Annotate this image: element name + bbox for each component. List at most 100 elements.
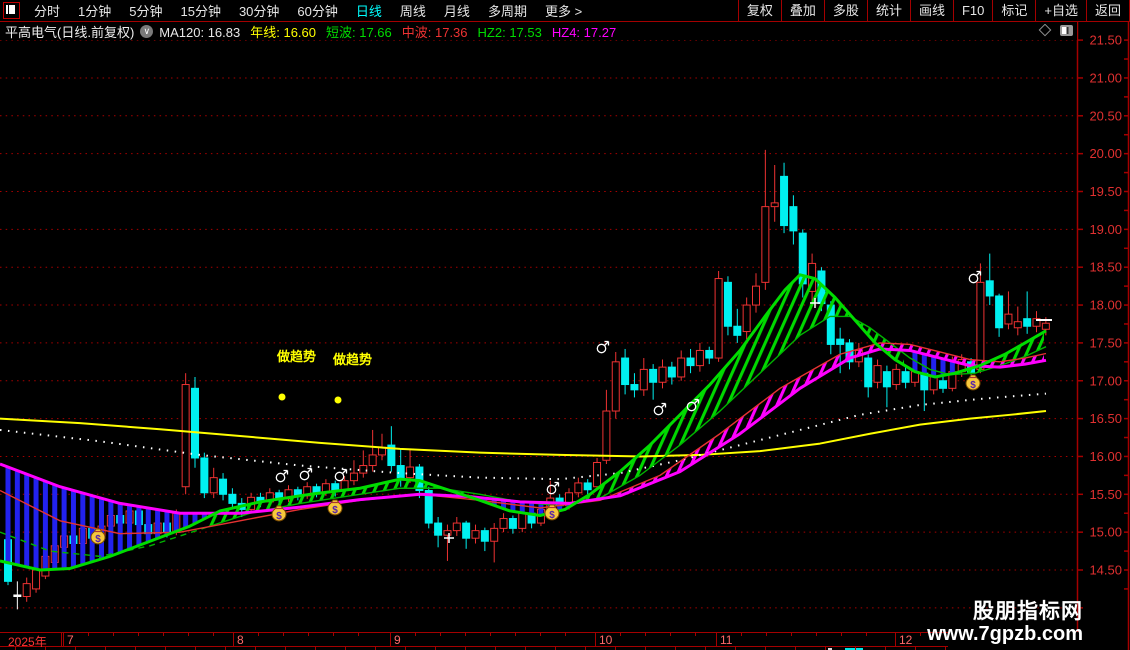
week-tick [163, 633, 164, 636]
signal-marker-icon [546, 481, 560, 495]
money-bag-icon: $ [965, 374, 981, 391]
svg-text:21.00: 21.00 [1089, 70, 1122, 85]
menu-item-30分钟[interactable]: 30分钟 [238, 4, 280, 19]
stock-title: 平高电气(日线.前复权) [5, 24, 135, 40]
month-label-9: 9 [394, 633, 401, 647]
signal-marker-icon [334, 468, 348, 482]
trend-label: 做趋势 [332, 352, 372, 367]
panel2-tick [825, 647, 826, 650]
signal-marker-icon [968, 270, 982, 284]
window-split-icon[interactable] [3, 2, 20, 19]
svg-text:21.50: 21.50 [1089, 33, 1122, 48]
panel2-tick [465, 647, 466, 650]
menu-item-周线[interactable]: 周线 [399, 4, 426, 19]
signal-marker-icon [653, 402, 667, 416]
chevron-down-icon[interactable]: ∨ [140, 24, 154, 38]
indicator-lines [0, 273, 1047, 572]
menu-item-多股[interactable]: 多股 [823, 0, 867, 21]
menu-item-叠加[interactable]: 叠加 [780, 0, 824, 21]
date-axis: 2025年 7 8 9 10 11 12 [0, 632, 948, 649]
menu-item-月线[interactable]: 月线 [443, 4, 470, 19]
panel2-tick [585, 647, 586, 650]
menu-item-标记[interactable]: 标记 [992, 0, 1035, 21]
svg-text:15.50: 15.50 [1089, 487, 1122, 502]
svg-text:$: $ [276, 511, 282, 522]
week-tick [841, 633, 842, 636]
panel2-tick [345, 647, 346, 650]
trend-label: 做趋势 [276, 349, 316, 364]
menu-item-日线[interactable]: 日线 [355, 4, 382, 19]
month-separator [390, 633, 391, 646]
menu-item-更多 ˃[interactable]: 更多 ˃ [544, 4, 583, 19]
panel2-tick [375, 647, 376, 650]
panel2-tick [165, 647, 166, 650]
menu-item-画线[interactable]: 画线 [909, 0, 953, 21]
panel2-tick [255, 647, 256, 650]
menu-item-复权[interactable]: 复权 [737, 0, 781, 21]
indicator-HZ4: HZ4: 17.27 [551, 24, 617, 40]
week-tick [866, 633, 867, 636]
panel2-tick [795, 647, 796, 650]
week-tick [515, 633, 516, 636]
indicator-中波: 中波: 17.36 [401, 24, 468, 40]
panel2-tick [105, 647, 106, 650]
month-separator [233, 633, 234, 646]
week-tick [741, 633, 742, 636]
svg-text:$: $ [970, 380, 976, 391]
panel2-tick [675, 647, 676, 650]
signal-marker-icon [299, 467, 313, 481]
svg-text:$: $ [332, 505, 338, 516]
indicator-MA120: MA120: 16.83 [159, 24, 241, 40]
split-screen-icon[interactable] [1060, 25, 1073, 36]
signal-marker-icon [275, 469, 289, 483]
signal-marker-icon [596, 340, 610, 354]
panel2-tick [285, 647, 286, 650]
panel2-tick [915, 647, 916, 650]
menu-item-5分钟[interactable]: 5分钟 [129, 4, 163, 19]
week-tick [565, 633, 566, 636]
week-tick [415, 633, 416, 636]
menu-item-多周期[interactable]: 多周期 [487, 4, 527, 19]
week-tick [791, 633, 792, 636]
menu-item-+自选[interactable]: +自选 [1035, 0, 1086, 21]
menu-item-1分钟[interactable]: 1分钟 [78, 4, 112, 19]
diamond-icon[interactable] [1038, 24, 1052, 37]
week-tick [670, 633, 671, 636]
menu-item-F10[interactable]: F10 [952, 0, 992, 21]
signal-marker-icon [686, 398, 700, 412]
month-label-12: 12 [899, 633, 913, 647]
week-tick [440, 633, 441, 636]
svg-text:$: $ [549, 510, 555, 521]
menu-item-返回[interactable]: 返回 [1085, 0, 1130, 21]
week-tick [258, 633, 259, 636]
money-bag-icon: $ [544, 504, 560, 521]
week-tick [188, 633, 189, 636]
menu-item-分时[interactable]: 分时 [34, 4, 61, 19]
menu-item-60分钟[interactable]: 60分钟 [297, 4, 338, 19]
panel2-tick [225, 647, 226, 650]
menu-item-统计[interactable]: 统计 [866, 0, 910, 21]
svg-text:19.00: 19.00 [1089, 222, 1122, 237]
svg-text:20.00: 20.00 [1089, 146, 1122, 161]
watermark-site-name: 股朋指标网 [973, 600, 1083, 623]
month-separator [595, 633, 596, 646]
month-separator [63, 633, 64, 646]
period-menu: 分时 1分钟 5分钟 15分钟 30分钟 60分钟 日线 周线 月线 多周期 更多 ˃ [25, 1, 591, 20]
panel2-tick [705, 647, 706, 650]
menu-item-15分钟[interactable]: 15分钟 [180, 4, 221, 19]
svg-text:20.50: 20.50 [1089, 108, 1122, 123]
titlebar-icons [1038, 24, 1073, 37]
week-tick [465, 633, 466, 636]
month-label-10: 10 [599, 633, 613, 647]
week-tick [308, 633, 309, 636]
panel2-tick [75, 647, 76, 650]
svg-text:16.50: 16.50 [1089, 411, 1122, 426]
svg-text:14.50: 14.50 [1089, 563, 1122, 578]
svg-text:18.50: 18.50 [1089, 260, 1122, 275]
chart-title-bar: 平高电气(日线.前复权) ∨ MA120: 16.83 年线: 16.60 短波: … [0, 22, 1077, 40]
month-label-11: 11 [720, 633, 733, 647]
next-panel-sliver [0, 647, 948, 650]
week-tick [358, 633, 359, 636]
panel2-tick [615, 647, 616, 650]
